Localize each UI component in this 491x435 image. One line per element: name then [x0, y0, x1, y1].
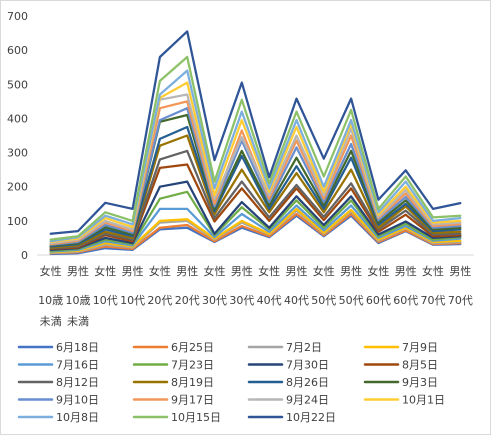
y-tick-label: 300: [7, 147, 28, 160]
x-category-label: 未満: [67, 315, 89, 328]
series-layer: [49, 30, 462, 256]
x-category-label: 男性: [449, 264, 471, 278]
series-line: [49, 180, 462, 252]
x-category-label: 70代: [421, 294, 446, 307]
x-category-label: 女性: [94, 264, 116, 278]
x-category-label: 男性: [122, 264, 144, 278]
x-category-label: 女性: [149, 264, 171, 278]
x-category-label: 70代: [448, 294, 473, 307]
x-category-label: 女性: [367, 264, 389, 278]
series-line: [49, 93, 462, 245]
legend-label: 6月18日: [56, 341, 99, 354]
x-category-label: 男性: [395, 264, 417, 278]
x-category-label: 女性: [204, 264, 226, 278]
x-category-label: 男性: [285, 264, 307, 278]
legend-label: 8月19日: [171, 376, 214, 389]
y-tick-label: 500: [7, 78, 28, 91]
legend-label: 9月10日: [56, 394, 99, 407]
legend-label: 8月5日: [402, 359, 438, 372]
x-category-label: 女性: [40, 264, 62, 278]
series-line: [49, 69, 462, 243]
x-category-label: 女性: [258, 264, 280, 278]
x-category-label: 男性: [231, 264, 253, 278]
legend-label: 8月26日: [286, 376, 329, 389]
legend-label: 10月1日: [402, 394, 445, 407]
legend-label: 10月22日: [286, 411, 336, 424]
legend-label: 10月15日: [171, 411, 221, 424]
x-category-label: 男性: [340, 264, 362, 278]
legend-label: 6月25日: [171, 341, 214, 354]
x-category-label: 60代: [366, 294, 391, 307]
legend-label: 7月9日: [402, 341, 438, 354]
series-line: [49, 207, 462, 254]
x-category-label: 60代: [393, 294, 418, 307]
x-category-label: 30代: [229, 294, 254, 307]
legend: 6月18日 6月25日 7月2日 7月9日 7月16日 7月23日 7月30日 8月5日 8月1…: [17, 341, 445, 424]
x-category-label: 未満: [40, 315, 62, 328]
x-category-label: 30代: [202, 294, 227, 307]
series-line: [49, 149, 462, 250]
x-category-label: 10代: [93, 294, 118, 307]
series-line: [49, 212, 462, 255]
y-tick-label: 400: [7, 112, 28, 125]
category-labels: 女性10歳未満男性10歳未満女性10代男性10代女性20代男性20代女性30代男…: [38, 264, 473, 328]
y-tick-label: 700: [7, 10, 28, 23]
legend-label: 7月23日: [171, 359, 214, 372]
series-line: [49, 55, 462, 241]
y-tick-label: 600: [7, 44, 28, 57]
x-category-label: 女性: [313, 264, 335, 278]
x-category-label: 男性: [176, 264, 198, 278]
legend-label: 9月17日: [171, 394, 214, 407]
x-category-label: 40代: [284, 294, 309, 307]
x-category-label: 40代: [257, 294, 282, 307]
x-category-label: 20代: [175, 294, 200, 307]
x-category-label: 10歳: [65, 294, 90, 307]
y-tick-label: 100: [7, 215, 28, 228]
legend-label: 9月3日: [402, 376, 438, 389]
series-line: [49, 134, 462, 249]
series-line: [49, 107, 462, 246]
x-category-label: 20代: [147, 294, 172, 307]
series-line: [49, 81, 462, 244]
y-tick-label: 0: [21, 249, 28, 262]
series-line: [49, 204, 462, 253]
legend-label: 7月16日: [56, 359, 99, 372]
series-line: [49, 125, 462, 248]
x-category-label: 10歳: [38, 294, 63, 307]
series-line: [49, 163, 462, 251]
legend-label: 9月24日: [286, 394, 329, 407]
x-category-label: 男性: [67, 264, 89, 278]
legend-label: 10月8日: [56, 411, 99, 424]
x-category-label: 50代: [339, 294, 364, 307]
legend-label: 7月2日: [286, 341, 322, 354]
series-line: [49, 190, 462, 253]
x-category-label: 10代: [120, 294, 145, 307]
tick-labels: 0 100 200 300 400 500 600 700: [7, 10, 28, 262]
x-category-label: 女性: [422, 264, 444, 278]
series-line: [49, 113, 462, 247]
legend-label: 7月30日: [286, 359, 329, 372]
y-tick-label: 200: [7, 181, 28, 194]
series-line: [49, 30, 462, 235]
legend-label: 8月12日: [56, 376, 99, 389]
x-category-label: 50代: [311, 294, 336, 307]
